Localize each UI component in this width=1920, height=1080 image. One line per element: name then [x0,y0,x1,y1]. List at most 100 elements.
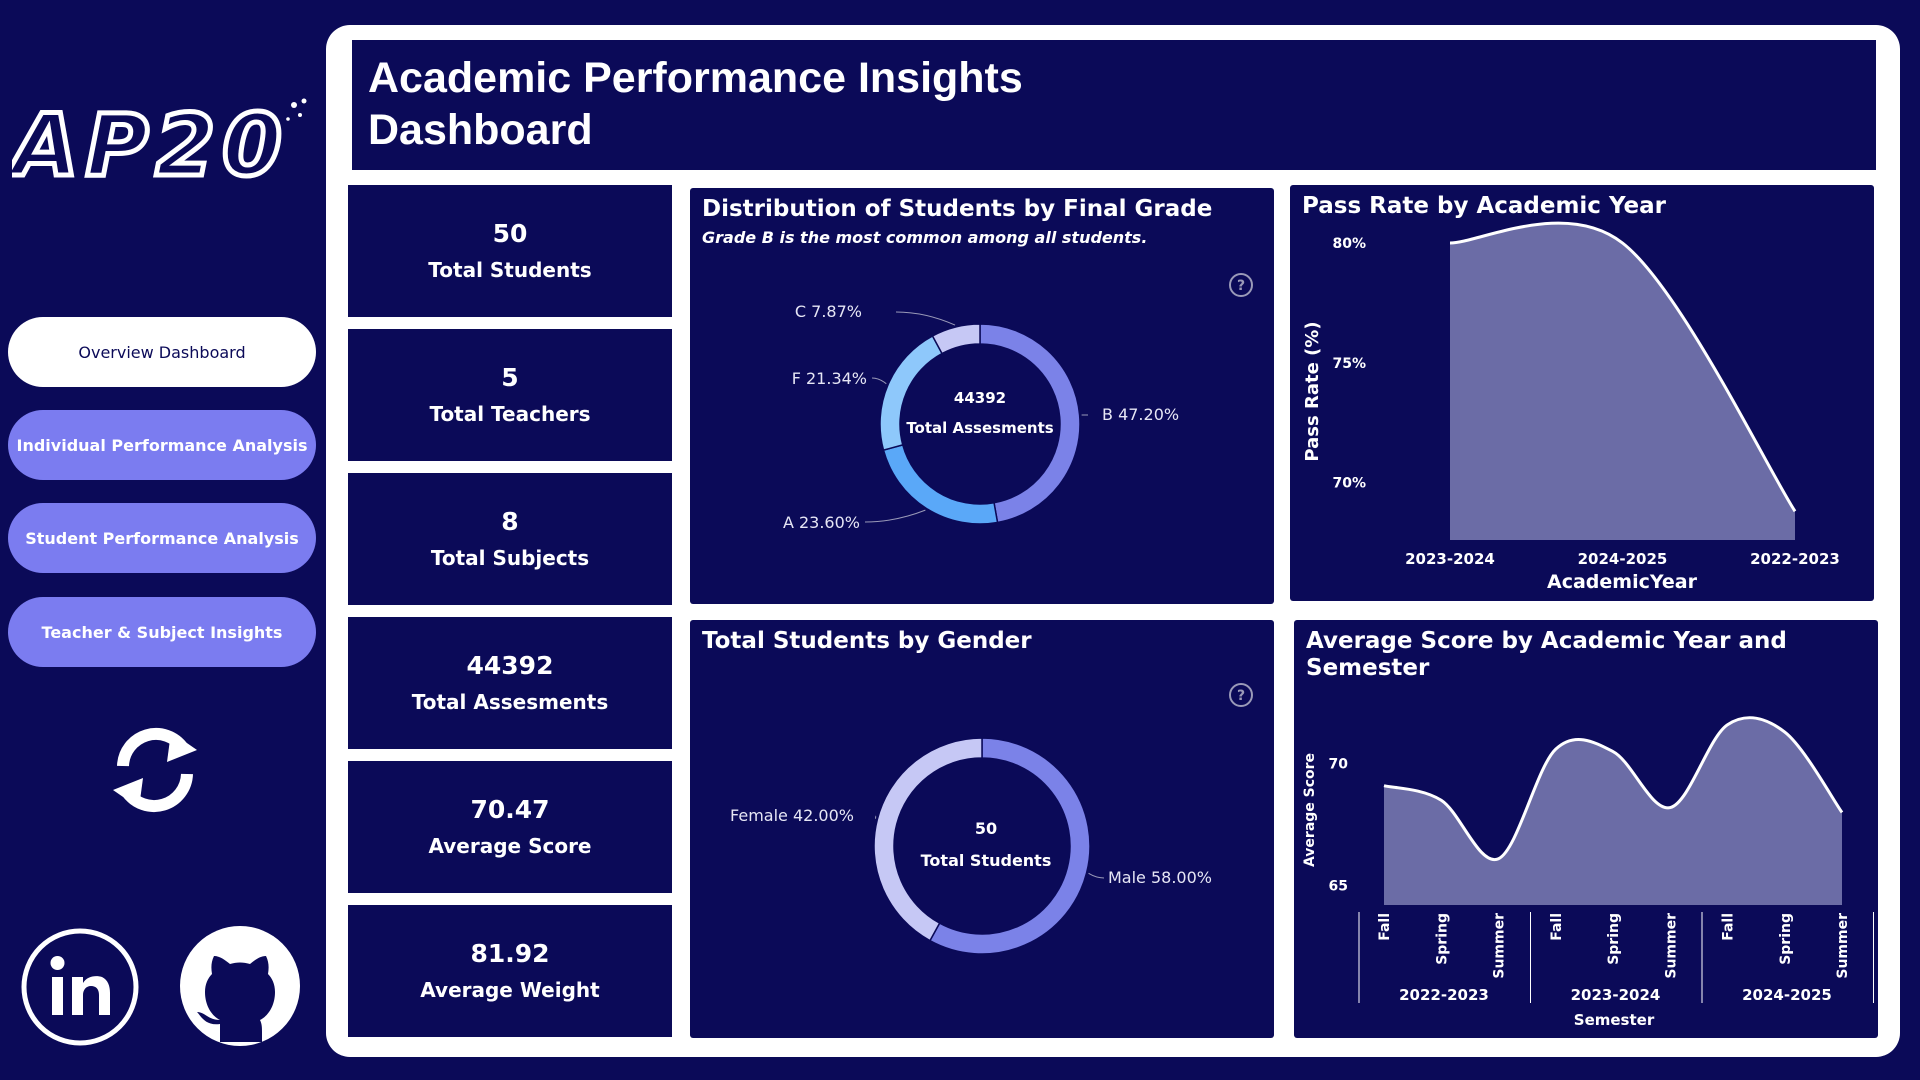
area-fill [1384,717,1842,905]
help-icon[interactable]: ? [1228,682,1254,708]
kpi-total-assesments: 44392 Total Assesments [348,617,672,749]
data-point[interactable] [1838,808,1846,816]
kpi-value: 81.92 [470,939,550,968]
area-line [1383,716,1844,862]
leader-line [895,311,956,326]
donut-slice-female[interactable] [873,737,983,942]
y-tick-label: 70% [1332,476,1366,492]
kpi-label: Total Subjects [430,546,590,570]
donut-center-value: 44392 [954,389,1006,407]
leader-line [1088,872,1105,879]
data-point[interactable] [1437,796,1445,804]
data-point[interactable] [1781,728,1789,736]
kpi-value: 5 [501,363,519,392]
x-tick-label: Spring [1434,913,1450,965]
refresh-icon[interactable] [105,720,205,820]
donut-label-f: F 21.34% [792,369,867,388]
pass-rate-area-chart: 70% 75% 80% Pass Rate (%) 2023-2024 2024-2025… [1302,221,1840,593]
data-point[interactable] [1495,855,1503,863]
kpi-total-subjects: 8 Total Subjects [348,473,672,605]
kpi-total-teachers: 5 Total Teachers [348,329,672,461]
nav-overview-dashboard[interactable]: Overview Dashboard [8,317,316,387]
donut-center-label: Total Students [921,851,1052,870]
kpi-label: Average Weight [420,978,600,1002]
grade-donut-chart: B 47.20% A 23.60% F 21.34% C 7.87% 44392 To… [783,302,1179,532]
kpi-value: 8 [501,507,519,536]
page-title: Academic Performance Insights Dashboard [368,54,1023,154]
donut-label-male: Male 58.00% [1108,868,1212,887]
svg-text:?: ? [1237,278,1245,294]
kpi-value: 50 [492,219,528,248]
donut-center-label: Total Assesments [906,419,1053,437]
card-title: Total Students by Gender [702,628,1032,654]
kpi-value: 44392 [466,651,554,680]
help-icon[interactable]: ? [1228,272,1254,298]
data-point[interactable] [1446,239,1454,247]
card-title: Distribution of Students by Final Grade [702,196,1213,222]
donut-label-female: Female 42.00% [730,806,854,825]
ap20-logo: AP20 [12,95,307,190]
svg-text:?: ? [1237,688,1245,704]
gender-card: Total Students by Gender ? Male 58.00% Fe… [690,620,1274,1038]
x-tick-label: 2023-2024 [1405,550,1495,568]
y-tick-label: 80% [1332,236,1366,252]
data-point[interactable] [1380,782,1388,790]
kpi-label: Average Score [428,834,592,858]
y-axis-label: Average Score [1302,753,1318,867]
x-group-label: 2024-2025 [1742,986,1832,1004]
x-axis-label: AcademicYear [1547,571,1698,593]
y-tick-label: 65 [1329,879,1348,895]
x-group-label: 2022-2023 [1399,986,1489,1004]
data-point[interactable] [1724,721,1732,729]
kpi-value: 70.47 [470,795,550,824]
x-tick-label: 2024-2025 [1578,550,1668,568]
x-tick-label: 2022-2023 [1750,550,1840,568]
card-title: Pass Rate by Academic Year [1302,193,1666,219]
sidebar: AP20 Overview Dashboard Individual Perfo… [0,0,325,1080]
x-tick-label: Summer [1835,913,1851,979]
kpi-label: Total Teachers [429,402,591,426]
area-fill [1450,223,1795,540]
nav-student-performance-analysis[interactable]: Student Performance Analysis [8,503,316,573]
kpi-total-students: 50 Total Students [348,185,672,317]
pass-rate-card: Pass Rate by Academic Year 70% 75% 80% Pass… [1290,185,1874,601]
average-score-area-chart: 65 70 Average Score Fall Spring Summer Fall Spr… [1302,716,1874,1029]
leader-line [874,815,877,819]
nav-teacher-subject-insights[interactable]: Teacher & Subject Insights [8,597,316,667]
leader-line [864,509,926,523]
donut-slice-male[interactable] [928,737,1091,955]
card-title: Average Score by Academic Year and Semes… [1306,628,1787,681]
x-group-label: 2023-2024 [1571,986,1661,1004]
github-icon[interactable] [175,920,305,1055]
kpi-label: Total Students [428,258,592,282]
donut-label-c: C 7.87% [795,302,862,321]
y-tick-label: 70 [1329,757,1349,773]
donut-center-value: 50 [975,819,997,838]
area-line [1449,221,1797,513]
x-tick-label: Spring [1778,913,1794,965]
x-axis-label: Semester [1574,1011,1655,1029]
linkedin-icon[interactable] [20,925,140,1050]
header: Academic Performance Insights Dashboard [352,40,1876,170]
x-tick-label: Fall [1377,913,1393,941]
data-point[interactable] [1791,507,1799,515]
gender-donut-chart: Male 58.00% Female 42.00% 50 Total Studen… [730,737,1212,955]
donut-label-b: B 47.20% [1102,405,1179,424]
data-point[interactable] [1619,239,1627,247]
data-point[interactable] [1552,745,1560,753]
x-tick-label: Spring [1606,913,1622,965]
grade-distribution-card: Distribution of Students by Final Grade … [690,188,1274,604]
nav-individual-performance-analysis[interactable]: Individual Performance Analysis [8,410,316,480]
y-axis-label: Pass Rate (%) [1302,321,1323,461]
x-tick-label: Fall [1549,913,1565,941]
kpi-average-score: 70.47 Average Score [348,761,672,893]
data-point[interactable] [1666,804,1674,812]
average-score-card: Average Score by Academic Year and Semes… [1294,620,1878,1038]
data-point[interactable] [1609,748,1617,756]
donut-slice-c[interactable] [931,323,981,355]
x-tick-label: Summer [1492,913,1508,979]
donut-slice-a[interactable] [882,443,999,525]
x-tick-label: Fall [1721,913,1737,941]
kpi-average-weight: 81.92 Average Weight [348,905,672,1037]
donut-label-a: A 23.60% [783,513,860,532]
